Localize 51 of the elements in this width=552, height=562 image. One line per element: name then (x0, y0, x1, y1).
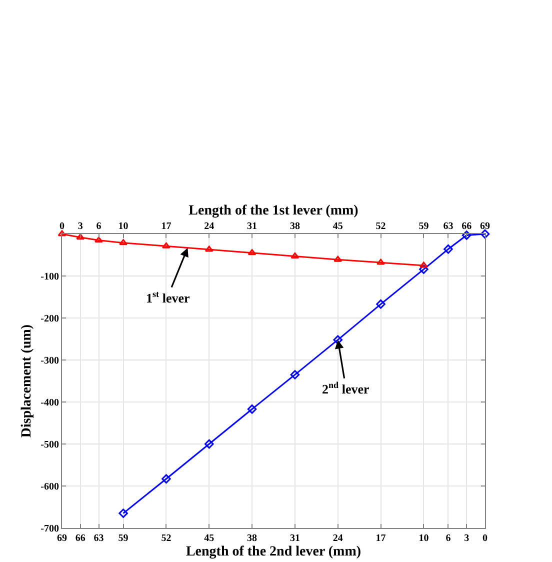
x-tick-label: 52 (161, 533, 172, 544)
x2-tick-label: 31 (247, 221, 258, 232)
point (462, 230, 472, 240)
point (333, 335, 343, 344)
y-tick-label: -200 (40, 314, 59, 324)
x2-tick-label: 10 (118, 221, 128, 232)
x-tick-label: 17 (376, 533, 386, 544)
point (118, 508, 128, 518)
x-tick-label: 3 (464, 533, 470, 544)
point (419, 264, 428, 274)
y-tick-label: -600 (40, 482, 59, 492)
x2-tick-label: 0 (60, 221, 64, 232)
x-tick-label: 0 (482, 533, 488, 544)
series-label: 2$^{nd}$ lever (322, 380, 370, 396)
x-tick-label: 69 (57, 533, 67, 544)
x-tick-label: 66 (75, 533, 86, 544)
x2-tick-label: 66 (462, 221, 472, 232)
x-tick-label: 10 (418, 533, 429, 544)
text: 1$^{st}$ lever (146, 289, 190, 306)
point (376, 299, 386, 309)
x2-tick-label: 63 (443, 221, 454, 232)
x-tick-label: 24 (332, 533, 343, 544)
point (444, 244, 453, 254)
point (247, 404, 257, 414)
point (162, 474, 171, 484)
x-axis-title: Length of the 2nd lever (mm) (186, 544, 362, 560)
x2-tick-label: 24 (204, 221, 214, 232)
x2-tick-label: 3 (78, 221, 83, 232)
x-tick-label: 45 (204, 533, 214, 544)
y-axis-title: Displacement (um) (19, 324, 34, 438)
x-tick-label: 31 (290, 533, 300, 544)
point (204, 439, 214, 449)
y-tick-label: -700 (40, 524, 59, 534)
x2-axis-title: Length of the 1st lever (mm) (188, 204, 359, 219)
x2-tick-label: 17 (161, 221, 172, 232)
point (480, 229, 490, 239)
x-tick-label: 6 (446, 533, 451, 544)
x2-tick-label: 6 (96, 221, 102, 232)
y-tick-label: -500 (40, 440, 59, 450)
x2-tick-label: 38 (290, 221, 300, 232)
point (290, 370, 300, 380)
x-tick-label: 63 (94, 533, 104, 544)
x2-tick-label: 59 (418, 221, 429, 232)
x2-tick-label: 45 (332, 221, 343, 232)
y-tick-label: -100 (40, 272, 59, 282)
x-tick-label: 38 (247, 533, 258, 544)
x-tick-label: 59 (118, 533, 128, 544)
y-tick-label: -300 (40, 356, 59, 366)
y-tick-label: -400 (40, 398, 59, 408)
x2-tick-label: 69 (480, 221, 490, 232)
x2-tick-label: 52 (376, 221, 386, 232)
